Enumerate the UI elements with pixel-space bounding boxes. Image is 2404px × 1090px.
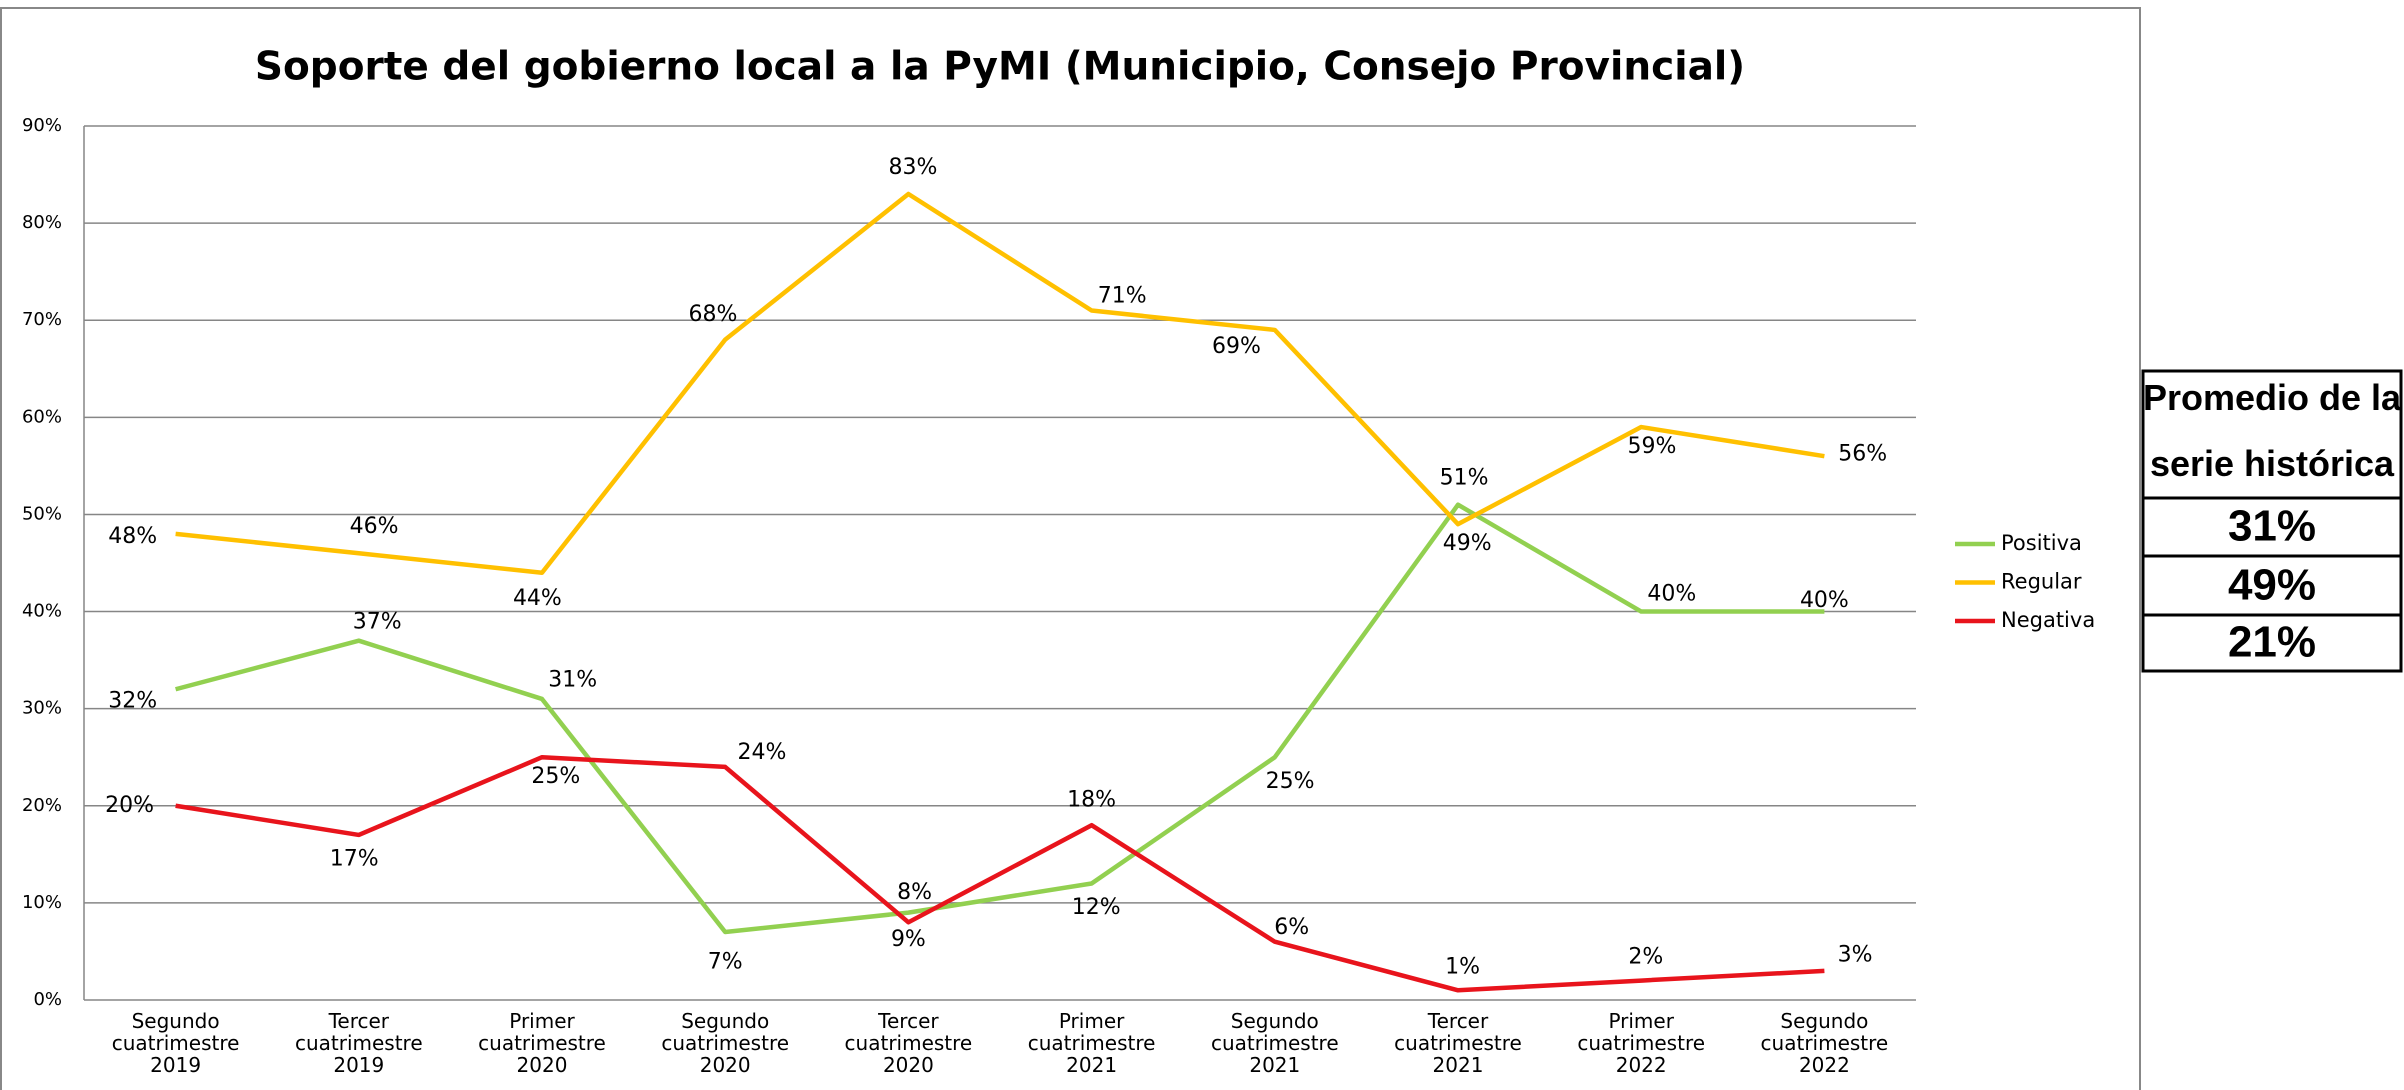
table-header: Promedio de la serie histórica: [2143, 377, 2402, 484]
data-label: 56%: [1838, 442, 1887, 467]
data-label: 40%: [1647, 582, 1696, 607]
y-tick-label: 0%: [33, 989, 62, 1010]
data-label: 6%: [1274, 915, 1309, 940]
x-tick-label: Tercer cuatrimestre 2021: [1394, 1009, 1522, 1077]
table-cell: 49%: [2228, 561, 2316, 610]
y-tick-label: 10%: [22, 892, 62, 913]
data-label: 17%: [330, 846, 379, 871]
data-label: 24%: [738, 740, 787, 765]
table-border: [2141, 369, 2403, 673]
x-tick-label: Segundo cuatrimestre 2019: [112, 1009, 240, 1077]
data-label: 31%: [548, 668, 597, 693]
legend-label: Regular: [2001, 570, 2082, 594]
data-label: 1%: [1445, 954, 1480, 979]
data-label: 40%: [1800, 588, 1849, 613]
data-label: 25%: [531, 764, 580, 789]
x-tick-label: Segundo cuatrimestre 2022: [1761, 1009, 1889, 1077]
y-tick-label: 30%: [22, 698, 62, 719]
data-label: 44%: [513, 586, 562, 611]
x-tick-label: Segundo cuatrimestre 2021: [1211, 1009, 1339, 1077]
data-label: 51%: [1440, 466, 1489, 491]
legend-label: Negativa: [2001, 608, 2095, 632]
data-label: 3%: [1838, 943, 1873, 968]
data-label: 32%: [108, 689, 157, 714]
table-cell: 21%: [2228, 618, 2316, 667]
x-tick-label: Primer cuatrimestre 2022: [1577, 1009, 1705, 1077]
y-tick-label: 50%: [22, 503, 62, 524]
data-label: 25%: [1266, 769, 1315, 794]
y-tick-label: 70%: [22, 309, 62, 330]
data-label: 68%: [688, 302, 737, 327]
chart-title: Soporte del gobierno local a la PyMI (Mu…: [255, 45, 1745, 90]
y-tick-label: 20%: [22, 795, 62, 816]
data-label: 46%: [350, 514, 399, 539]
x-tick-label: Tercer cuatrimestre 2019: [295, 1009, 423, 1077]
data-label: 8%: [897, 880, 932, 905]
data-label: 37%: [353, 609, 402, 634]
x-tick-label: Primer cuatrimestre 2020: [478, 1009, 606, 1077]
table-cell: 31%: [2228, 502, 2316, 551]
x-tick-label: Tercer cuatrimestre 2020: [845, 1009, 973, 1077]
data-label: 59%: [1627, 434, 1676, 459]
y-tick-label: 40%: [22, 601, 62, 622]
data-label: 2%: [1628, 945, 1663, 970]
data-label: 12%: [1072, 895, 1121, 920]
data-label: 49%: [1443, 531, 1492, 556]
data-label: 7%: [708, 950, 743, 975]
data-label: 20%: [105, 793, 154, 818]
side-table: Promedio de la serie histórica 31% 49% 21…: [2141, 369, 2403, 673]
y-tick-label: 80%: [22, 212, 62, 233]
series-line: [175, 502, 1825, 935]
series-line: [175, 191, 1825, 575]
x-tick-label: Primer cuatrimestre 2021: [1028, 1009, 1156, 1077]
data-label: 18%: [1067, 788, 1116, 813]
data-label: 48%: [108, 524, 157, 549]
series-line: [175, 754, 1825, 993]
x-tick-label: Segundo cuatrimestre 2020: [661, 1009, 789, 1077]
legend-label: Positiva: [2001, 531, 2082, 555]
data-label: 83%: [889, 155, 938, 180]
y-tick-label: 90%: [22, 115, 62, 136]
data-label: 71%: [1098, 284, 1147, 309]
chart-border: [0, 7, 2141, 1090]
data-label: 9%: [891, 927, 926, 952]
y-tick-label: 60%: [22, 406, 62, 427]
data-label: 69%: [1212, 334, 1261, 359]
